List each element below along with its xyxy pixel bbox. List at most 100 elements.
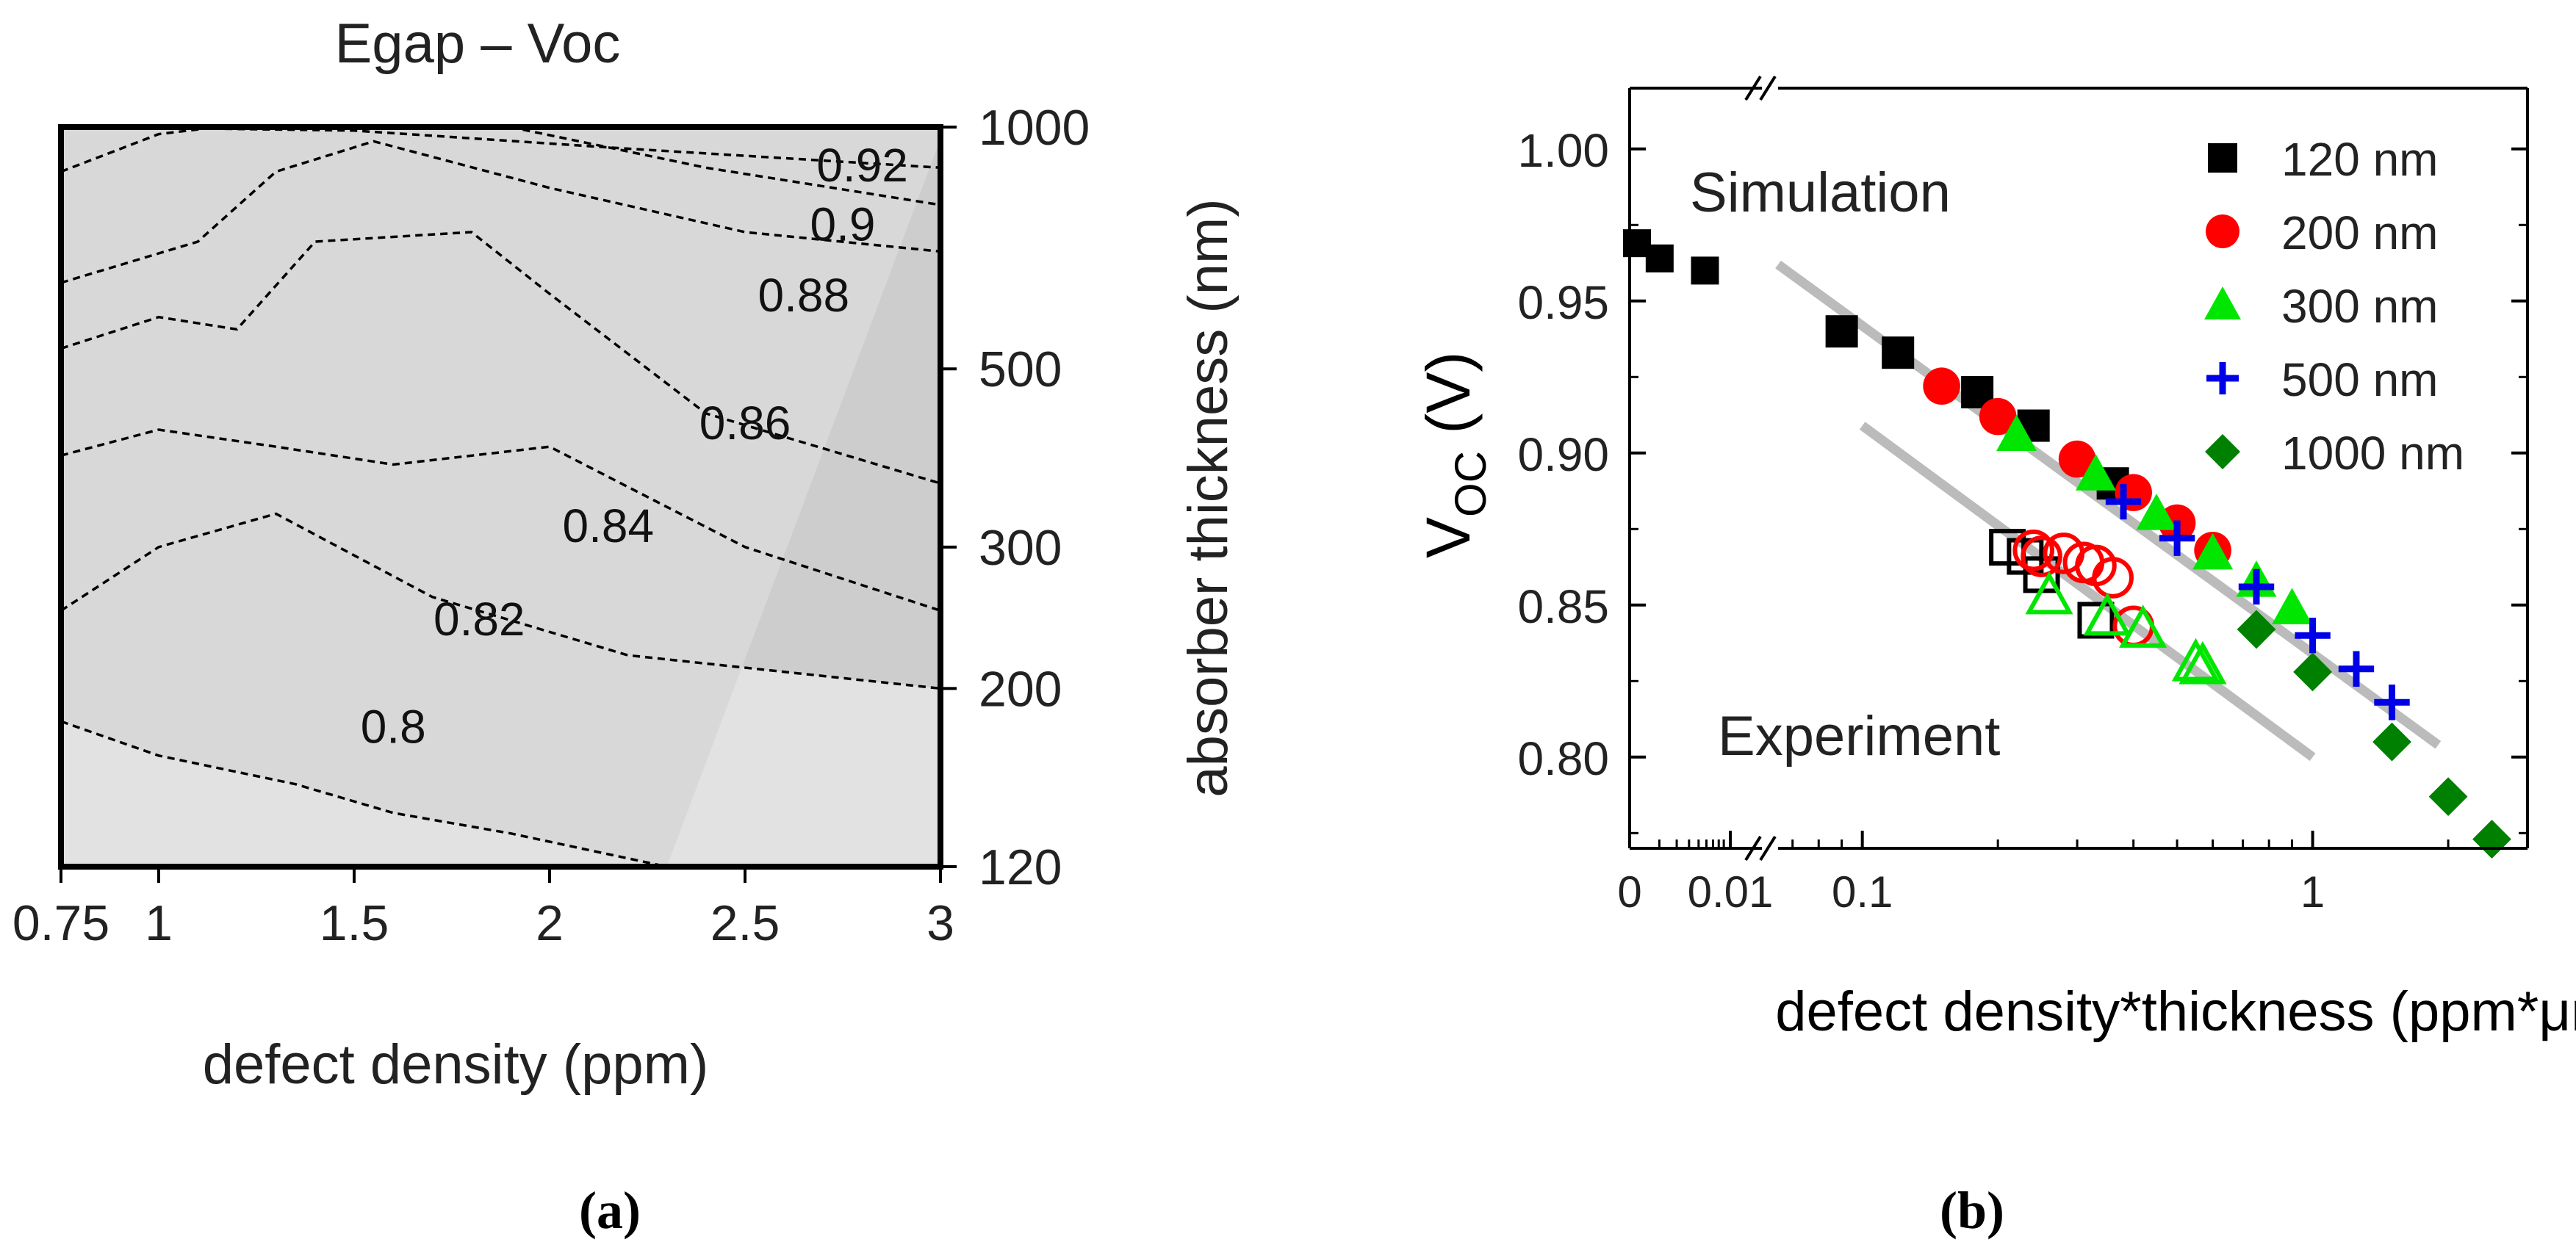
y-label-sub: OC xyxy=(1446,451,1495,517)
contour-line-0.9 xyxy=(510,127,940,206)
legend-marker-500-nm xyxy=(2206,362,2239,394)
contour-label: 0.86 xyxy=(699,397,791,449)
marker-120-nm xyxy=(1882,336,1915,369)
marker-experiment-triangle xyxy=(2179,640,2227,685)
contour-label: 0.88 xyxy=(758,269,850,322)
contour-label: 0.92 xyxy=(816,139,908,192)
marker-200-nm xyxy=(2058,440,2096,478)
panel-a-y-ticks: 120 200 300 500 1000 xyxy=(940,100,1090,895)
annotation-experiment: Experiment xyxy=(1718,705,2000,768)
marker-simulation-near-zero xyxy=(1645,244,1674,272)
contour-label: 0.82 xyxy=(433,593,525,646)
marker-1000-nm xyxy=(2237,610,2276,649)
panel-a-contour-labels: 0.92 0.9 0.88 0.86 0.84 0.82 0.8 xyxy=(361,139,908,753)
marker-1000-nm xyxy=(2372,722,2411,762)
marker-experiment-square xyxy=(2077,602,2115,639)
marker-1000-nm xyxy=(2428,777,2468,817)
marker-experiment-triangle xyxy=(2025,571,2073,615)
y-tick-label: 1.00 xyxy=(1517,124,1609,177)
contour-label: 0.9 xyxy=(810,198,876,250)
panel-b-label: (b) xyxy=(1940,1181,2004,1240)
y-tick-label: 1000 xyxy=(979,100,1090,156)
contour-line-0.82 xyxy=(61,512,940,690)
axis-break-mark xyxy=(1744,75,1762,101)
marker-experiment-triangle xyxy=(2083,592,2131,636)
marker-1000-nm xyxy=(2472,820,2511,859)
legend-label: 500 nm xyxy=(2281,353,2438,406)
marker-experiment-triangle xyxy=(2119,604,2167,648)
marker-300-nm xyxy=(2272,588,2313,624)
contour-line-0.84 xyxy=(61,428,940,613)
panel-b-scatter-plot: 0 0.01 0.1 1 0.80 0.85 0.90 0.95 1.00 120 nm 200… xyxy=(1414,75,2576,1240)
marker-1000-nm xyxy=(2293,652,2332,692)
marker-300-nm xyxy=(2192,532,2234,570)
legend-marker-300-nm xyxy=(2204,286,2241,319)
legend-label: 1000 nm xyxy=(2281,427,2464,480)
marker-300-nm xyxy=(2075,454,2116,491)
trend-line-experiment xyxy=(1859,422,2316,762)
legend-marker-120-nm xyxy=(2208,143,2237,173)
panel-b-x-ticks: 0 0.01 0.1 1 xyxy=(1617,831,2529,917)
x-tick-label: 1 xyxy=(145,895,173,951)
marker-500-nm xyxy=(2238,568,2275,605)
marker-500-nm xyxy=(2374,685,2410,721)
marker-200-nm xyxy=(1979,397,2017,436)
y-tick-label: 0.80 xyxy=(1517,732,1609,785)
marker-experiment-circle xyxy=(2092,557,2134,599)
panel-a-x-ticks: 0.75 1 1.5 2 2.5 3 xyxy=(12,867,954,951)
y-tick-label: 0.85 xyxy=(1517,580,1609,633)
y-tick-label: 500 xyxy=(979,342,1062,397)
y-tick-label: 300 xyxy=(979,520,1062,576)
x-tick-label: 1 xyxy=(2300,867,2325,917)
y-tick-label: 0.90 xyxy=(1517,428,1609,481)
axis-break-mark xyxy=(1744,835,1762,862)
x-tick-label: 2 xyxy=(536,895,564,951)
marker-experiment-circle xyxy=(2012,529,2054,571)
marker-200-nm xyxy=(1923,367,1960,405)
legend-label: 200 nm xyxy=(2281,206,2438,259)
marker-500-nm xyxy=(2338,651,2375,687)
y-tick-label: 120 xyxy=(979,839,1062,895)
panel-b-y-ticks: 0.80 0.85 0.90 0.95 1.00 xyxy=(1517,124,2528,834)
panel-a-label: (a) xyxy=(579,1181,641,1240)
y-tick-label: 200 xyxy=(979,661,1062,717)
marker-500-nm xyxy=(2105,483,2142,520)
panel-a-frame xyxy=(58,124,943,870)
x-tick-label: 0.1 xyxy=(1832,867,1893,917)
panel-b-y-axis-label: VOC (V) xyxy=(1414,352,1495,558)
y-label-main: V xyxy=(1414,517,1483,558)
marker-simulation-near-zero xyxy=(1691,256,1719,285)
panel-a-y-axis-label: absorber thickness (nm) xyxy=(1177,198,1240,797)
contour-line-0.86 xyxy=(61,231,940,485)
marker-120-nm xyxy=(1825,315,1858,348)
x-tick-label: 3 xyxy=(927,895,954,951)
panel-a-contour-plot: Egap – Voc 0.92 0.9 0.88 0.86 0.84 0.82 0.8 0.… xyxy=(12,12,1240,1240)
marker-experiment-triangle xyxy=(2171,638,2220,682)
panel-a-x-axis-label: defect density (ppm) xyxy=(203,1033,709,1096)
y-tick-label: 0.95 xyxy=(1517,276,1609,329)
contour-label: 0.8 xyxy=(361,700,426,753)
panel-b-frame xyxy=(1628,75,2529,862)
x-tick-label: 0.75 xyxy=(12,895,109,951)
marker-300-nm xyxy=(1996,414,2037,451)
contour-line-0.8 xyxy=(61,720,667,867)
legend-label: 120 nm xyxy=(2281,133,2438,186)
marker-300-nm xyxy=(2136,494,2177,530)
legend-marker-200-nm xyxy=(2206,214,2239,248)
panel-a-title: Egap – Voc xyxy=(335,12,621,75)
marker-experiment-circle xyxy=(2021,535,2062,577)
x-tick-label: 2.5 xyxy=(710,895,780,951)
panel-b-x-axis-label: defect density*thickness (ppm*μm) xyxy=(1775,981,2576,1043)
panel-b-markers xyxy=(1623,229,2511,859)
shade-region-0.80 xyxy=(61,127,940,867)
marker-500-nm xyxy=(2295,618,2331,654)
panel-b-legend: 120 nm 200 nm 300 nm 500 nm 1000 nm xyxy=(2204,133,2464,480)
legend-label: 300 nm xyxy=(2281,280,2438,333)
panel-a-shading xyxy=(61,127,940,867)
contour-line-0.88 xyxy=(61,140,940,284)
x-tick-label: 0 xyxy=(1617,867,1641,917)
contour-label: 0.84 xyxy=(563,499,655,552)
annotation-simulation: Simulation xyxy=(1690,162,1951,224)
legend-marker-1000-nm xyxy=(2205,434,2240,469)
